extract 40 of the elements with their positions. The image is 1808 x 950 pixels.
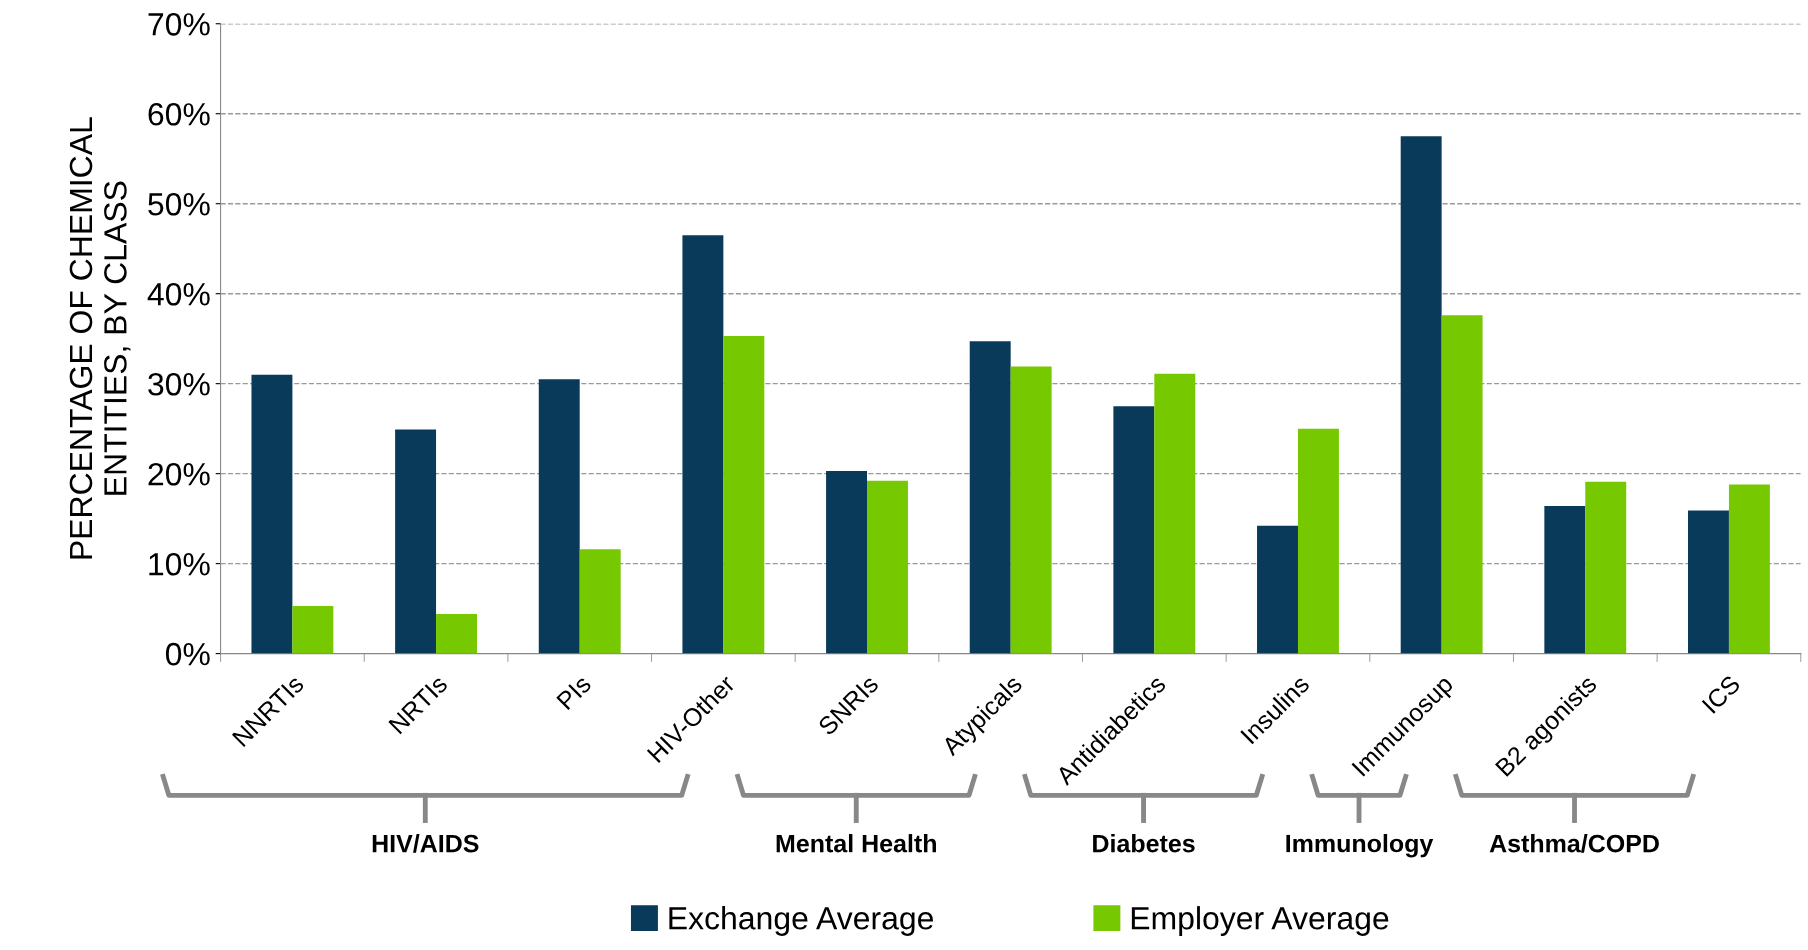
- bar: [1585, 481, 1627, 654]
- y-tick-label: 60%: [148, 103, 210, 126]
- bar: [395, 429, 437, 654]
- bar: [538, 379, 580, 654]
- y-tick-label: 0%: [165, 642, 210, 666]
- x-tick-label: ICS: [1701, 674, 1742, 714]
- bar: [1728, 484, 1770, 654]
- text: Asthma/COPD: [1489, 834, 1659, 853]
- y-tick-label: 30%: [148, 372, 210, 396]
- y-tick-label: 70%: [148, 13, 210, 36]
- bar: [1113, 406, 1155, 654]
- y-tick-label: 10%: [149, 552, 210, 576]
- legend-label: Employer Average: [1131, 906, 1389, 936]
- bar: [292, 605, 334, 654]
- y-tick-label: 50%: [148, 192, 210, 216]
- bar: [436, 614, 477, 654]
- y-tick-label: 40%: [147, 282, 210, 306]
- text: Diabetes: [1093, 834, 1195, 853]
- bar: [579, 549, 621, 654]
- text: Mental Health: [776, 834, 936, 853]
- bar: [251, 374, 293, 654]
- bar: [1010, 366, 1052, 654]
- bar: [1688, 510, 1729, 654]
- x-tick-label: PIs: [556, 674, 593, 711]
- y-tick-label: 20%: [148, 462, 210, 486]
- bar: [867, 480, 908, 654]
- bar: [969, 341, 1011, 654]
- bar: [723, 335, 765, 654]
- bar: [826, 470, 868, 654]
- bar: [1154, 373, 1196, 654]
- legend-label: Exchange Average: [669, 906, 933, 936]
- text: HIV/AIDS: [372, 834, 479, 853]
- bar: [1257, 525, 1298, 654]
- bar: [1544, 506, 1586, 654]
- y-axis-title: PERCENTAGE OF CHEMICAL ENTITIES, BY CLASS: [69, 117, 131, 559]
- bar: [682, 235, 724, 654]
- bar: [1400, 136, 1442, 654]
- bar: [1297, 428, 1339, 654]
- text: Immunology: [1286, 834, 1434, 858]
- bar: [1441, 315, 1483, 654]
